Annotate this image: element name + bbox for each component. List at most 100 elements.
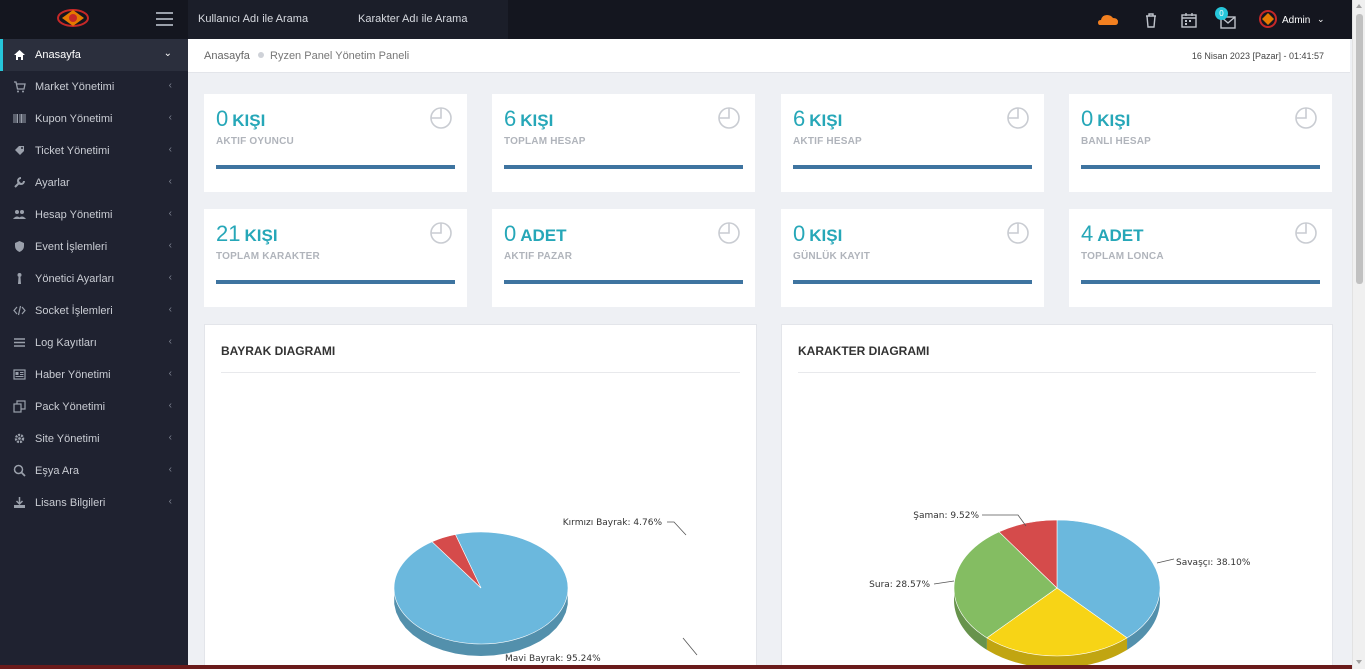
- chevron-down-icon: ⌄: [163, 48, 172, 59]
- pie-slice-sura[interactable]: [953, 531, 1058, 639]
- flag-pie-chart: Kırmızı Bayrak: 4.76% Mavi Bayrak: 95.24…: [393, 518, 698, 664]
- pie-leader-line: [682, 637, 698, 656]
- search-by-username-tab[interactable]: Kullanıcı Adı ile Arama: [198, 13, 309, 25]
- cart-icon: [14, 81, 26, 93]
- stat-value: 0 ADET: [504, 221, 567, 246]
- stat-card-aktif-oyuncu: 0 KIŞI AKTIF OYUNCU: [204, 94, 467, 192]
- stat-label: AKTIF HESAP: [793, 136, 862, 147]
- sidebar-item-site[interactable]: Site Yönetimi ‹: [0, 423, 188, 455]
- pie-chart-icon: [1007, 222, 1029, 244]
- sidebar-item-label: Socket İşlemleri: [35, 305, 113, 317]
- stat-progress-bar: [504, 280, 743, 284]
- notification-badge: 0: [1215, 7, 1228, 20]
- chevron-left-icon: ‹: [168, 496, 172, 507]
- scrollbar-thumb[interactable]: [1356, 14, 1363, 284]
- pie-slice-ninja[interactable]: [986, 587, 1128, 657]
- chevron-down-icon[interactable]: ⌄: [1317, 14, 1325, 24]
- cloudflare-icon[interactable]: [1097, 12, 1119, 26]
- stat-label: TOPLAM KARAKTER: [216, 251, 320, 262]
- pie-chart-icon: [1295, 222, 1317, 244]
- pie-label-mavi: Mavi Bayrak: 95.24%: [505, 654, 601, 664]
- pie-label-sura: Sura: 28.57%: [869, 580, 930, 590]
- search-by-character-tab[interactable]: Karakter Adı ile Arama: [358, 13, 468, 25]
- chevron-left-icon: ‹: [168, 176, 172, 187]
- breadcrumb-home-link[interactable]: Anasayfa: [204, 50, 250, 62]
- pie-slice-side: [394, 592, 568, 656]
- bottom-strip: [0, 665, 1352, 669]
- divider: [221, 372, 740, 373]
- avatar[interactable]: [1258, 9, 1278, 29]
- sidebar-item-label: Event İşlemleri: [35, 241, 108, 253]
- sidebar-item-kupon[interactable]: Kupon Yönetimi ‹: [0, 103, 188, 135]
- sidebar-item-label: Eşya Ara: [35, 465, 80, 477]
- chevron-left-icon: ‹: [168, 400, 172, 411]
- pie-chart-icon: [718, 222, 740, 244]
- sidebar-item-socket[interactable]: Socket İşlemleri ‹: [0, 295, 188, 327]
- stat-card-toplam-karakter: 21 KIŞI TOPLAM KARAKTER: [204, 209, 467, 307]
- stat-progress-bar: [793, 280, 1032, 284]
- shield-icon: [15, 241, 24, 252]
- newspaper-icon: [13, 369, 26, 380]
- chart-title: KARAKTER DIAGRAMI: [798, 344, 930, 358]
- pie-slice-kırmızı-bayrak[interactable]: [431, 534, 482, 589]
- chevron-left-icon: ‹: [168, 432, 172, 443]
- sidebar-item-haber[interactable]: Haber Yönetimi ‹: [0, 359, 188, 391]
- pie-leader-line: [933, 580, 955, 585]
- page-scrollbar[interactable]: [1352, 0, 1365, 669]
- sidebar-item-ticket[interactable]: Ticket Yönetimi ‹: [0, 135, 188, 167]
- breadcrumb-current: Ryzen Panel Yönetim Paneli: [270, 50, 410, 62]
- current-datetime: 16 Nisan 2023 [Pazar] - 01:41:57: [1191, 51, 1324, 61]
- sidebar-item-yonetici[interactable]: Yönetici Ayarları ‹: [0, 263, 188, 295]
- sidebar-item-lisans[interactable]: Lisans Bilgileri ‹: [0, 487, 188, 519]
- sidebar-item-pack[interactable]: Pack Yönetimi ‹: [0, 391, 188, 423]
- home-icon: [14, 50, 25, 60]
- scroll-down-arrow-icon[interactable]: [1356, 660, 1362, 664]
- calendar-icon[interactable]: [1180, 11, 1198, 29]
- menu-toggle-icon[interactable]: [156, 12, 173, 26]
- stat-card-gunluk-kayit: 0 KIŞI GÜNLÜK KAYIT: [781, 209, 1044, 307]
- sidebar-item-label: Haber Yönetimi: [35, 369, 111, 381]
- pie-slice-savaşçı[interactable]: [1056, 519, 1161, 639]
- stat-progress-bar: [216, 280, 455, 284]
- stat-progress-bar: [504, 165, 743, 169]
- chevron-left-icon: ‹: [168, 336, 172, 347]
- gear-icon: [14, 433, 25, 444]
- sidebar-item-event[interactable]: Event İşlemleri ‹: [0, 231, 188, 263]
- pie-chart-icon: [430, 222, 452, 244]
- stat-value: 21 KIŞI: [216, 221, 278, 246]
- flag-chart-panel: BAYRAK DIAGRAMI Kırmızı Bayrak: 4.76% Ma…: [204, 324, 757, 669]
- sidebar-item-label: Ayarlar: [35, 177, 70, 189]
- stat-value: 0 KIŞI: [216, 106, 266, 131]
- chevron-left-icon: ‹: [168, 208, 172, 219]
- list-icon: [14, 338, 25, 347]
- stat-card-toplam-hesap: 6 KIŞI TOPLAM HESAP: [492, 94, 755, 192]
- breadcrumb: Anasayfa Ryzen Panel Yönetim Paneli 16 N…: [188, 39, 1350, 73]
- trash-icon[interactable]: [1142, 11, 1160, 29]
- barcode-icon: [13, 114, 26, 123]
- download-icon: [14, 497, 25, 508]
- sidebar-item-ayarlar[interactable]: Ayarlar ‹: [0, 167, 188, 199]
- pie-slice-side: [1127, 586, 1160, 650]
- stat-label: AKTIF OYUNCU: [216, 136, 294, 147]
- pie-chart-icon: [430, 107, 452, 129]
- pie-leader-line: [982, 514, 1027, 527]
- sidebar-item-anasayfa[interactable]: Anasayfa ⌄: [0, 39, 188, 71]
- breadcrumb-separator: [258, 52, 264, 58]
- character-pie-chart: Savaşçı: 38.10% Sura: 28.57% Şaman: 9.52…: [869, 511, 1251, 668]
- brand-logo[interactable]: [56, 7, 90, 29]
- sidebar-item-log[interactable]: Log Kayıtları ‹: [0, 327, 188, 359]
- scroll-up-arrow-icon[interactable]: [1356, 4, 1362, 8]
- sidebar-item-market[interactable]: Market Yönetimi ‹: [0, 71, 188, 103]
- ticket-icon: [15, 146, 24, 155]
- user-menu-name[interactable]: Admin: [1282, 15, 1311, 26]
- pie-leader-line: [667, 521, 687, 536]
- chart-title: BAYRAK DIAGRAMI: [221, 344, 336, 358]
- chevron-left-icon: ‹: [168, 304, 172, 315]
- sidebar-item-esya[interactable]: Eşya Ara ‹: [0, 455, 188, 487]
- stat-label: GÜNLÜK KAYIT: [793, 251, 871, 262]
- stat-progress-bar: [793, 165, 1032, 169]
- sidebar-item-hesap[interactable]: Hesap Yönetimi ‹: [0, 199, 188, 231]
- stat-progress-bar: [1081, 280, 1320, 284]
- pie-slice-şaman[interactable]: [998, 519, 1058, 589]
- stat-card-aktif-pazar: 0 ADET AKTIF PAZAR: [492, 209, 755, 307]
